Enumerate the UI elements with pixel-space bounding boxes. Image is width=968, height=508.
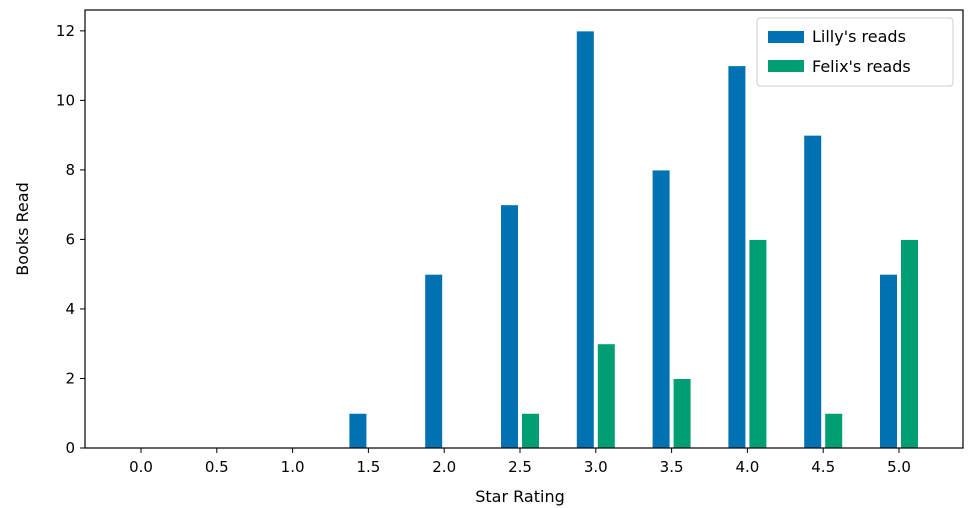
- bar-lilly-2.5: [500, 204, 519, 449]
- bar-felix-3.5: [672, 377, 692, 449]
- x-tick-label: 2.0: [432, 458, 456, 476]
- x-tick-label: 3.5: [660, 458, 684, 476]
- bar-lilly-5.0: [879, 273, 898, 449]
- x-tick-label: 1.0: [281, 458, 305, 476]
- y-axis-label: Books Read: [13, 182, 32, 275]
- x-tick-label: 4.5: [811, 458, 835, 476]
- y-tick-label: 8: [65, 161, 75, 179]
- x-tick-label: 0.5: [205, 458, 229, 476]
- legend-swatch-lilly: [768, 31, 804, 43]
- y-tick-label: 0: [65, 439, 75, 457]
- plot-frame: [84, 9, 964, 449]
- y-tick-label: 4: [65, 300, 75, 318]
- x-tick-label: 1.5: [356, 458, 380, 476]
- bars-group: [348, 30, 919, 449]
- bar-felix-4.0: [748, 238, 768, 449]
- bar-lilly-3.0: [575, 30, 595, 449]
- bar-lilly-4.0: [727, 65, 747, 449]
- bar-lilly-1.5: [348, 412, 368, 449]
- bar-lilly-2.0: [424, 273, 444, 449]
- legend: Lilly's reads Felix's reads: [756, 17, 954, 87]
- x-tick-label: 0.0: [129, 458, 153, 476]
- bar-lilly-3.5: [651, 169, 671, 449]
- bar-felix-4.5: [824, 412, 844, 449]
- legend-swatch-felix: [768, 60, 804, 72]
- legend-box: [756, 17, 954, 87]
- y-tick-label: 12: [56, 22, 75, 40]
- bar-felix-5.0: [900, 238, 919, 449]
- x-tick-label: 2.5: [508, 458, 532, 476]
- y-ticks: 0 2 4 6 8 10 12: [56, 22, 85, 457]
- legend-label-lilly: Lilly's reads: [812, 27, 906, 46]
- x-tick-label: 3.0: [584, 458, 608, 476]
- x-tick-label: 5.0: [887, 458, 911, 476]
- y-tick-label: 6: [65, 230, 75, 248]
- y-tick-label: 10: [56, 91, 75, 109]
- bar-felix-2.5: [521, 412, 540, 449]
- legend-label-felix: Felix's reads: [812, 57, 911, 76]
- x-tick-label: 4.0: [735, 458, 759, 476]
- bar-felix-3.0: [596, 343, 616, 449]
- x-axis-label: Star Rating: [475, 487, 564, 506]
- bar-lilly-4.5: [803, 134, 823, 449]
- y-tick-label: 2: [65, 369, 75, 387]
- x-ticks: 0.0 0.5 1.0 1.5 2.0 2.5 3.0 3.5 4.0 4.5 5.0: [129, 448, 911, 476]
